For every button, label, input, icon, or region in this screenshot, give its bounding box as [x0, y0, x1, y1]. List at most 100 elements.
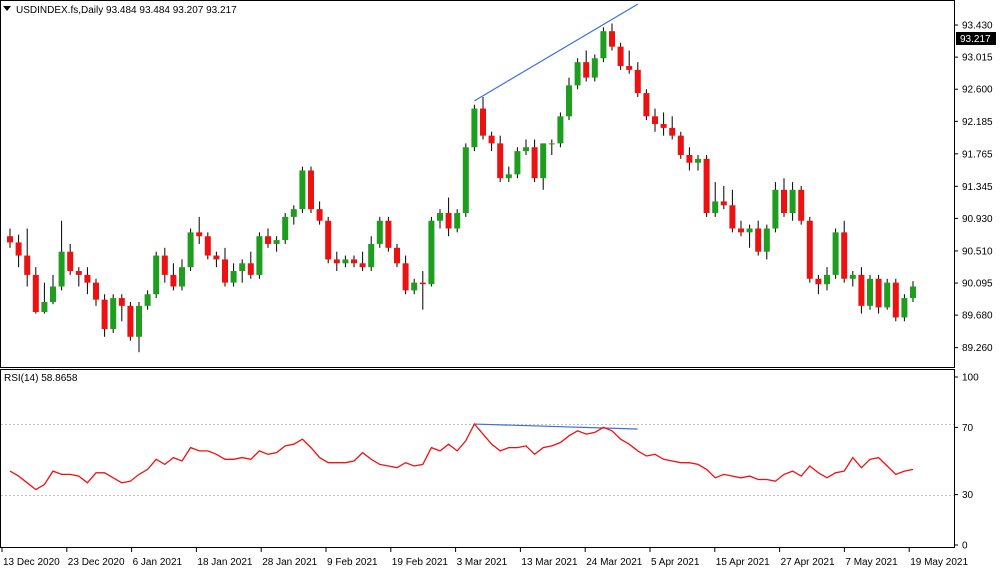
candle-body: [695, 158, 701, 163]
price-tick-label: 90.510: [962, 246, 993, 257]
candle-body: [299, 170, 306, 210]
candle-body: [170, 274, 177, 287]
candle-body: [32, 274, 39, 313]
chart-header: USDINDEX.fs,Daily 93.484 93.484 93.207 9…: [16, 5, 237, 16]
candle-body: [161, 255, 168, 275]
candle-body: [523, 147, 529, 152]
candle-body: [213, 255, 220, 260]
candle-body: [720, 201, 727, 206]
candle-body: [686, 154, 693, 163]
candle-body: [196, 232, 203, 237]
candle-body: [583, 62, 590, 78]
candle-body: [376, 220, 383, 244]
time-tick-label: 27 Apr 2021: [781, 557, 835, 568]
candle-body: [488, 135, 495, 144]
candle-body: [462, 147, 469, 214]
rsi-trendline[interactable]: [474, 423, 638, 430]
candle-body: [471, 108, 478, 148]
candle-body: [247, 263, 254, 275]
price-tick-label: 89.680: [962, 311, 993, 322]
candle-body: [437, 213, 443, 221]
time-tick-label: 18 Jan 2021: [197, 557, 252, 568]
rsi-tick-label: 0: [962, 541, 968, 552]
price-tick-label: 93.430: [962, 21, 993, 32]
candle-body: [514, 151, 521, 175]
price-tick-label: 91.765: [962, 149, 993, 160]
candle-body: [574, 62, 581, 86]
trendlines[interactable]: [474, 3, 639, 430]
candle-body: [738, 228, 744, 233]
candle-body: [841, 232, 848, 279]
candle-body: [239, 263, 246, 272]
candle-body: [41, 301, 48, 313]
price-tick-label: 92.600: [962, 85, 993, 96]
rsi-tick-label: 70: [962, 423, 974, 434]
candle-body: [617, 46, 624, 67]
candle-body: [729, 205, 736, 229]
candle-body: [867, 278, 873, 306]
price-tick-label: 91.345: [962, 182, 993, 193]
time-tick-label: 5 Apr 2021: [651, 557, 700, 568]
candle-body: [703, 158, 710, 214]
candle-body: [187, 232, 194, 268]
candle-body: [67, 251, 74, 272]
candle-body: [230, 271, 237, 283]
candle-body: [643, 93, 650, 117]
candle-body: [591, 58, 598, 78]
rsi-header: RSI(14) 58.8658: [4, 373, 78, 384]
candle-body: [342, 259, 349, 264]
current-price-label: 93.217: [960, 34, 991, 45]
candle-body: [910, 286, 916, 299]
candle-body: [127, 305, 134, 337]
candle-body: [359, 263, 366, 268]
price-tick-label: 93.015: [962, 53, 993, 64]
candle-body: [325, 220, 332, 260]
candle-body: [763, 228, 770, 252]
candle-body: [411, 282, 418, 291]
candle-body: [136, 305, 142, 337]
rsi-line: [9, 422, 914, 491]
time-tick-label: 9 Feb 2021: [327, 557, 378, 568]
time-tick-label: 23 Dec 2020: [68, 557, 125, 568]
price-panel[interactable]: [0, 0, 955, 368]
candle-body: [497, 143, 504, 179]
candle-body: [402, 263, 409, 291]
candle-body: [712, 201, 719, 214]
candle-body: [566, 85, 572, 117]
price-trendline[interactable]: [474, 3, 639, 102]
candle-body: [875, 278, 882, 308]
candle-body: [256, 236, 263, 275]
candle-body: [419, 282, 426, 285]
candle-body: [351, 259, 357, 264]
candle-body: [548, 143, 555, 145]
candle-body: [746, 228, 753, 233]
candle-body: [101, 299, 108, 330]
candle-body: [798, 189, 805, 221]
candle-body: [273, 240, 280, 244]
candle-body: [368, 243, 375, 268]
candle-body: [901, 298, 908, 318]
candle-body: [385, 220, 392, 248]
dropdown-icon[interactable]: [3, 6, 11, 11]
candle-body: [428, 220, 435, 285]
candle-body: [609, 31, 615, 47]
candle-body: [884, 282, 891, 308]
candle-body: [781, 189, 787, 214]
candle-body: [333, 259, 340, 264]
rsi-panel[interactable]: [0, 369, 955, 548]
candle-body: [290, 209, 297, 217]
candle-body: [110, 298, 117, 330]
candle-body: [755, 228, 762, 252]
time-tick-label: 15 Apr 2021: [716, 557, 770, 568]
current-price-tag: [956, 32, 996, 45]
candle-body: [308, 170, 314, 210]
candle-body: [265, 236, 271, 244]
rsi-tick-label: 100: [962, 373, 979, 384]
candlestick-series: [7, 23, 916, 353]
time-tick-label: 19 Feb 2021: [392, 557, 449, 568]
time-tick-label: 6 Jan 2021: [133, 557, 183, 568]
candle-body: [144, 294, 151, 306]
candle-body: [557, 116, 564, 144]
time-tick-label: 13 Dec 2020: [3, 557, 60, 568]
